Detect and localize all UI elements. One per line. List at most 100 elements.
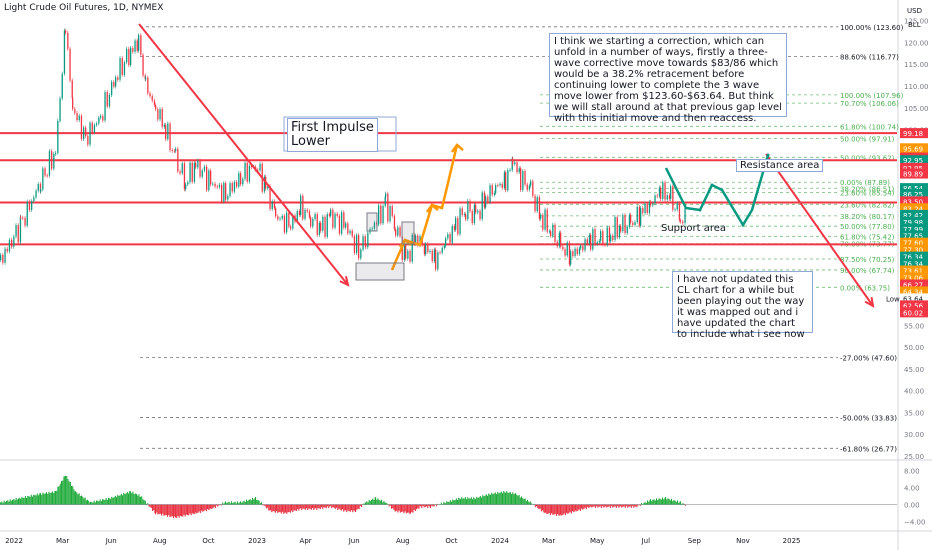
osc-bar <box>469 498 471 505</box>
candle-body <box>69 48 71 81</box>
osc-bar <box>43 493 45 505</box>
osc-bar <box>36 493 38 505</box>
osc-bar <box>270 504 272 511</box>
candle-body <box>682 221 684 223</box>
candle-body <box>159 109 161 120</box>
osc-bar <box>257 499 259 505</box>
candle-body <box>626 226 628 234</box>
osc-bar <box>132 491 134 505</box>
osc-bar <box>570 504 572 514</box>
candle-body <box>336 213 338 216</box>
candle-body <box>351 230 353 237</box>
candle-body <box>548 231 551 233</box>
candle-body <box>173 150 176 152</box>
osc-bar <box>50 492 52 505</box>
candle-body <box>684 207 686 223</box>
candle-body <box>316 214 318 235</box>
price-tag <box>900 203 928 214</box>
osc-bar <box>258 500 260 505</box>
price-tag-label: 77.99 <box>903 226 923 234</box>
osc-bar <box>337 504 339 510</box>
y-tick-label: 120.00 <box>904 39 929 47</box>
osc-bar <box>682 503 684 505</box>
osc-bar <box>581 504 583 509</box>
osc-bar <box>643 502 645 505</box>
osc-bar <box>518 494 520 505</box>
osc-bar <box>114 495 116 505</box>
candle-body <box>526 184 528 190</box>
osc-bar <box>611 504 613 506</box>
candle-body <box>251 165 253 167</box>
osc-bar <box>393 504 395 510</box>
osc-bar <box>458 497 460 505</box>
osc-bar <box>195 504 197 513</box>
osc-bar <box>530 501 532 505</box>
teal-wave-node <box>698 208 702 212</box>
osc-bar <box>82 496 84 505</box>
candle-body <box>11 239 13 247</box>
osc-bar <box>564 504 566 516</box>
y-tick-label: 50.00 <box>904 344 924 352</box>
osc-bar <box>289 504 291 513</box>
osc-bar <box>386 502 388 505</box>
osc-bar <box>443 502 445 505</box>
osc-bar <box>194 504 196 515</box>
osc-bar <box>262 504 264 506</box>
x-tick-label: Aug <box>396 537 410 545</box>
osc-bar <box>596 504 598 506</box>
osc-bar <box>367 502 369 505</box>
candle-body <box>304 209 306 219</box>
osc-bar <box>607 504 609 507</box>
osc-bar <box>403 504 405 514</box>
osc-bar <box>9 499 11 505</box>
osc-bar <box>8 501 10 505</box>
candle-body <box>600 231 602 241</box>
osc-bar <box>109 498 111 505</box>
osc-bar <box>175 504 177 518</box>
consolidation-box <box>355 262 405 281</box>
candle-body <box>503 172 506 188</box>
osc-bar <box>548 504 550 513</box>
candle-body <box>100 116 102 118</box>
candle-body <box>632 222 634 225</box>
candle-body <box>80 115 83 140</box>
candle-body <box>123 62 126 75</box>
osc-bar <box>666 499 668 505</box>
candle-body <box>229 183 231 196</box>
candle-body <box>588 234 591 244</box>
osc-bar <box>327 504 329 507</box>
candle-body <box>642 208 644 213</box>
osc-bar <box>484 495 486 505</box>
candle-body <box>4 248 6 263</box>
osc-bar <box>418 504 420 509</box>
osc-bar <box>297 504 299 509</box>
osc-bar <box>368 499 370 505</box>
candle-body <box>136 40 138 51</box>
osc-bar <box>527 499 529 505</box>
osc-bar <box>10 500 12 505</box>
osc-bar <box>674 500 676 505</box>
osc-bar <box>205 504 207 512</box>
osc-bar <box>627 504 629 508</box>
candle-body <box>48 151 51 176</box>
osc-bar <box>445 503 447 505</box>
candle-body <box>179 171 181 174</box>
candle-body <box>461 208 463 215</box>
candle-body <box>72 97 74 109</box>
osc-bar <box>254 498 256 505</box>
candle-body <box>269 186 271 209</box>
osc-bar <box>511 494 513 505</box>
candle-body <box>177 148 179 172</box>
candle-body <box>302 195 304 219</box>
osc-bar <box>13 499 15 505</box>
orange-arrowhead <box>425 203 439 213</box>
fib-level-label: 50.00% (97.91) <box>840 136 895 144</box>
candle-body <box>451 226 453 243</box>
osc-bar <box>344 504 346 511</box>
osc-bar <box>519 497 521 505</box>
osc-bar <box>604 504 606 507</box>
chart-title: Light Crude Oil Futures, 1D, NYMEX <box>4 3 164 13</box>
small-box <box>401 221 415 245</box>
osc-bar <box>375 497 377 505</box>
osc-bar <box>291 504 293 511</box>
